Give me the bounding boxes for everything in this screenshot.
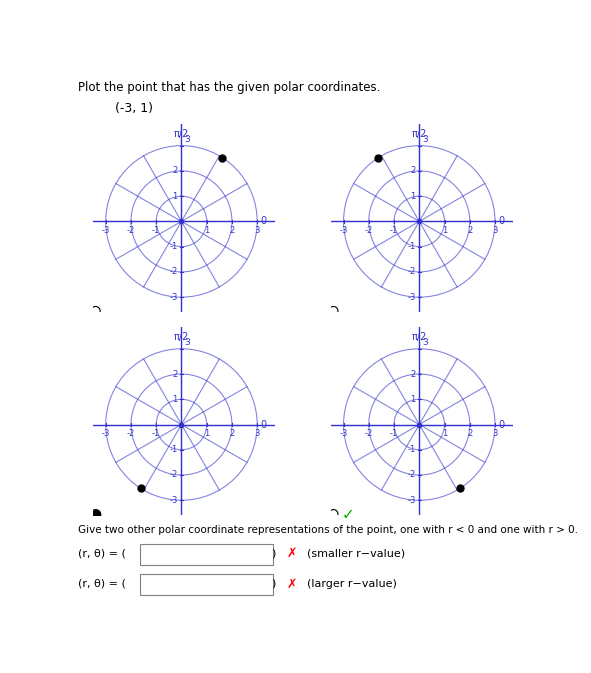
Text: 1: 1 [410,395,415,404]
Text: ): ) [271,579,275,589]
Text: (smaller r−value): (smaller r−value) [307,549,405,559]
Text: -3: -3 [102,226,110,235]
Text: -2: -2 [170,267,178,277]
Text: -3: -3 [407,293,415,302]
Text: -1: -1 [407,446,415,454]
Text: -2: -2 [170,470,178,479]
Text: -1: -1 [152,226,160,235]
Text: -3: -3 [407,496,415,505]
Text: -2: -2 [365,226,373,235]
Text: Give two other polar coordinate representations of the point, one with r < 0 and: Give two other polar coordinate represen… [79,525,579,535]
Text: -1: -1 [390,226,398,235]
Text: π/2: π/2 [174,129,189,139]
Text: -1: -1 [170,242,178,251]
Text: 3: 3 [423,135,428,144]
Text: (r, θ) = (: (r, θ) = ( [79,549,126,559]
Text: -3: -3 [102,429,110,438]
Text: (r, θ) = (: (r, θ) = ( [79,579,126,589]
Text: -3: -3 [339,429,348,438]
Text: π/2: π/2 [411,332,427,342]
Text: -2: -2 [407,267,415,277]
Text: 1: 1 [410,192,415,201]
Text: 1: 1 [204,429,209,438]
Text: 3: 3 [184,135,190,144]
Text: ✗: ✗ [287,547,297,561]
Text: -1: -1 [390,429,398,438]
Text: 0: 0 [260,217,267,226]
Text: 2: 2 [467,226,472,235]
Text: ✗: ✗ [287,577,297,590]
Text: 3: 3 [423,339,428,347]
Text: 2: 2 [229,226,235,235]
Text: 3: 3 [255,429,260,438]
Text: 1: 1 [204,226,209,235]
Text: -3: -3 [169,293,178,302]
Text: Plot the point that has the given polar coordinates.: Plot the point that has the given polar … [79,81,381,94]
Text: 2: 2 [410,166,415,176]
Text: 1: 1 [442,429,447,438]
FancyBboxPatch shape [140,544,273,565]
Text: 0: 0 [498,217,504,226]
Text: -2: -2 [365,429,373,438]
Text: (-3, 1): (-3, 1) [115,102,153,115]
Text: ): ) [271,549,275,559]
Text: -2: -2 [127,429,135,438]
Text: 0: 0 [260,419,267,429]
FancyBboxPatch shape [140,574,273,595]
Text: π/2: π/2 [411,129,427,139]
Text: 1: 1 [173,395,178,404]
Text: 2: 2 [229,429,235,438]
Text: -1: -1 [170,446,178,454]
Text: -3: -3 [169,496,178,505]
Text: -1: -1 [152,429,160,438]
Text: -2: -2 [407,470,415,479]
Text: ✓: ✓ [342,507,355,522]
Text: π/2: π/2 [174,332,189,342]
Text: 1: 1 [173,192,178,201]
Text: (larger r−value): (larger r−value) [307,579,397,589]
Text: -3: -3 [339,226,348,235]
Text: 2: 2 [467,429,472,438]
Text: 0: 0 [498,419,504,429]
Text: 3: 3 [492,429,498,438]
Text: 1: 1 [442,226,447,235]
Text: -1: -1 [407,242,415,251]
Text: 3: 3 [184,339,190,347]
Text: 3: 3 [255,226,260,235]
Text: -2: -2 [127,226,135,235]
Text: 3: 3 [492,226,498,235]
Text: 2: 2 [173,166,178,176]
Text: 2: 2 [410,369,415,378]
Text: 2: 2 [173,369,178,378]
